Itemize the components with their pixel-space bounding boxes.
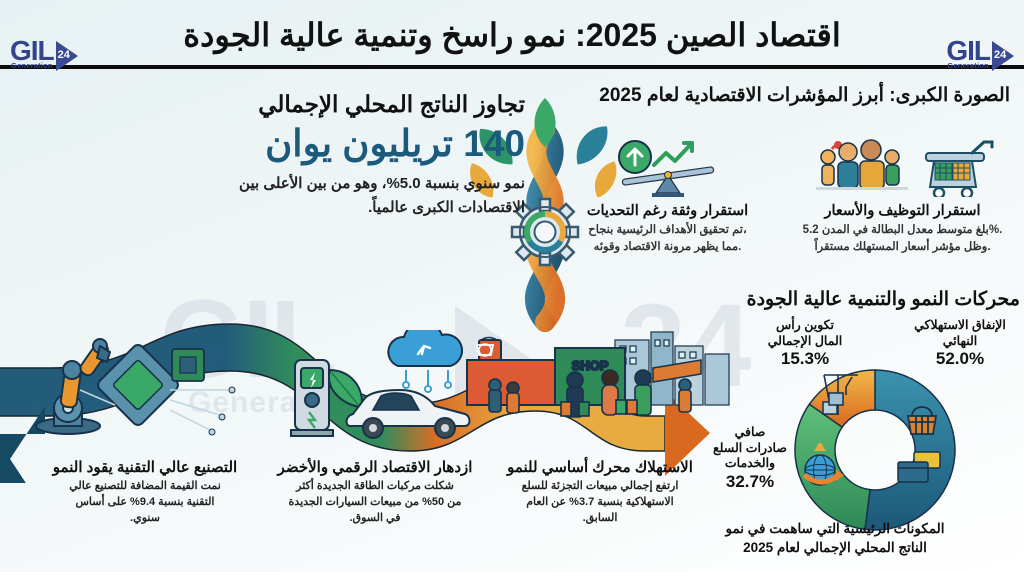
svg-text:SHOP: SHOP [572,358,609,373]
